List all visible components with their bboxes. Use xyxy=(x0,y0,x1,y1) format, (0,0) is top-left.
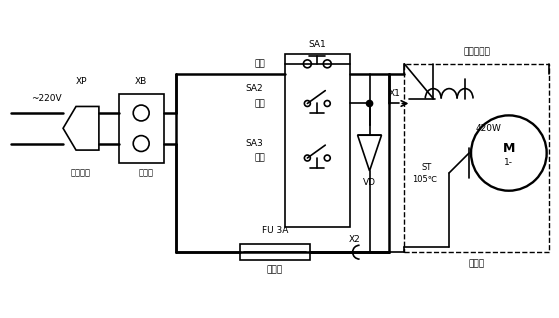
Polygon shape xyxy=(358,135,381,171)
Circle shape xyxy=(133,105,149,121)
Text: 低速: 低速 xyxy=(254,154,265,162)
Bar xyxy=(404,64,548,252)
Text: XB: XB xyxy=(135,77,148,86)
Text: 420W: 420W xyxy=(476,124,502,133)
Text: XP: XP xyxy=(75,77,87,86)
Bar xyxy=(119,93,164,163)
Circle shape xyxy=(324,100,330,107)
Circle shape xyxy=(305,155,310,161)
Text: SA1: SA1 xyxy=(309,39,326,49)
Bar xyxy=(240,244,310,260)
Text: 串激式电机: 串激式电机 xyxy=(463,47,490,56)
Text: FU 3A: FU 3A xyxy=(262,226,288,235)
Circle shape xyxy=(367,100,372,107)
Text: VD: VD xyxy=(363,178,376,187)
Circle shape xyxy=(324,155,330,161)
Text: 高速: 高速 xyxy=(254,99,265,108)
Text: 温控器: 温控器 xyxy=(468,259,485,269)
Text: 电源插头: 电源插头 xyxy=(71,168,91,177)
Circle shape xyxy=(305,100,310,107)
Bar xyxy=(285,54,349,227)
Text: 105℃: 105℃ xyxy=(412,175,437,184)
Polygon shape xyxy=(63,107,99,150)
Text: 熔断器: 熔断器 xyxy=(267,266,283,274)
Text: 接线器: 接线器 xyxy=(139,168,154,177)
Text: M: M xyxy=(503,142,515,155)
Text: ST: ST xyxy=(421,163,432,172)
Text: 1-: 1- xyxy=(504,158,513,168)
Circle shape xyxy=(471,115,547,191)
Text: 点动: 点动 xyxy=(254,59,265,68)
Text: X2: X2 xyxy=(349,235,361,244)
Text: SA2: SA2 xyxy=(245,84,263,93)
Circle shape xyxy=(133,135,149,151)
Circle shape xyxy=(323,60,331,68)
Circle shape xyxy=(304,60,311,68)
Text: SA3: SA3 xyxy=(245,139,263,148)
Text: ~220V: ~220V xyxy=(31,93,62,103)
Text: X1: X1 xyxy=(389,89,400,98)
